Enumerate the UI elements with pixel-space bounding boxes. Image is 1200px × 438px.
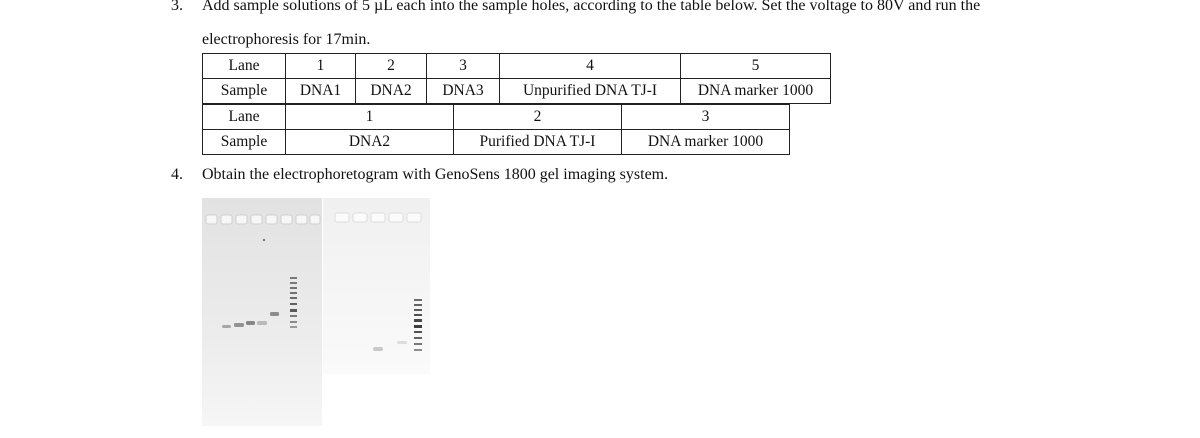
lane-table-2: Lane 1 2 3 Sample DNA2 Purified DNA TJ-I… [202, 104, 790, 155]
sample-cell: DNA marker 1000 [621, 129, 790, 155]
lane-cell: 1 [285, 53, 356, 79]
gel-image-1 [202, 198, 322, 426]
lane-cell: 3 [621, 104, 790, 130]
sample-cell: Purified DNA TJ-I [453, 129, 622, 155]
step-4-number: 4. [171, 166, 183, 183]
sample-cell: DNA marker 1000 [680, 78, 831, 104]
sample-cell: DNA3 [426, 78, 500, 104]
sample-cell: DNA1 [285, 78, 356, 104]
table-row: Sample DNA2 Purified DNA TJ-I DNA marker… [202, 129, 790, 155]
lane-cell: 2 [453, 104, 622, 130]
lane-header: Lane [202, 104, 286, 130]
table-row: Lane 1 2 3 [202, 104, 790, 130]
sample-cell: DNA2 [285, 129, 454, 155]
step-4-text: Obtain the electrophoretogram with GenoS… [202, 166, 669, 183]
gel-image-2 [323, 198, 430, 374]
lane-cell: 4 [499, 53, 681, 79]
sample-header: Sample [202, 78, 286, 104]
sample-cell: Unpurified DNA TJ-I [499, 78, 681, 104]
sample-cell: DNA2 [355, 78, 427, 104]
step-3-text-line-1: Add sample solutions of 5 µL each into t… [202, 0, 981, 14]
lane-cell: 3 [426, 53, 500, 79]
sample-header: Sample [202, 129, 286, 155]
step-3-text-line-2: electrophoresis for 17min. [202, 31, 371, 48]
step-3-number: 3. [171, 0, 183, 14]
lane-header: Lane [202, 53, 286, 79]
table-row: Sample DNA1 DNA2 DNA3 Unpurified DNA TJ-… [202, 78, 831, 104]
lane-cell: 2 [355, 53, 427, 79]
lane-cell: 5 [680, 53, 831, 79]
table-row: Lane 1 2 3 4 5 [202, 53, 831, 79]
lane-table-1: Lane 1 2 3 4 5 Sample DNA1 DNA2 DNA3 Unp… [202, 53, 831, 104]
lane-cell: 1 [285, 104, 454, 130]
